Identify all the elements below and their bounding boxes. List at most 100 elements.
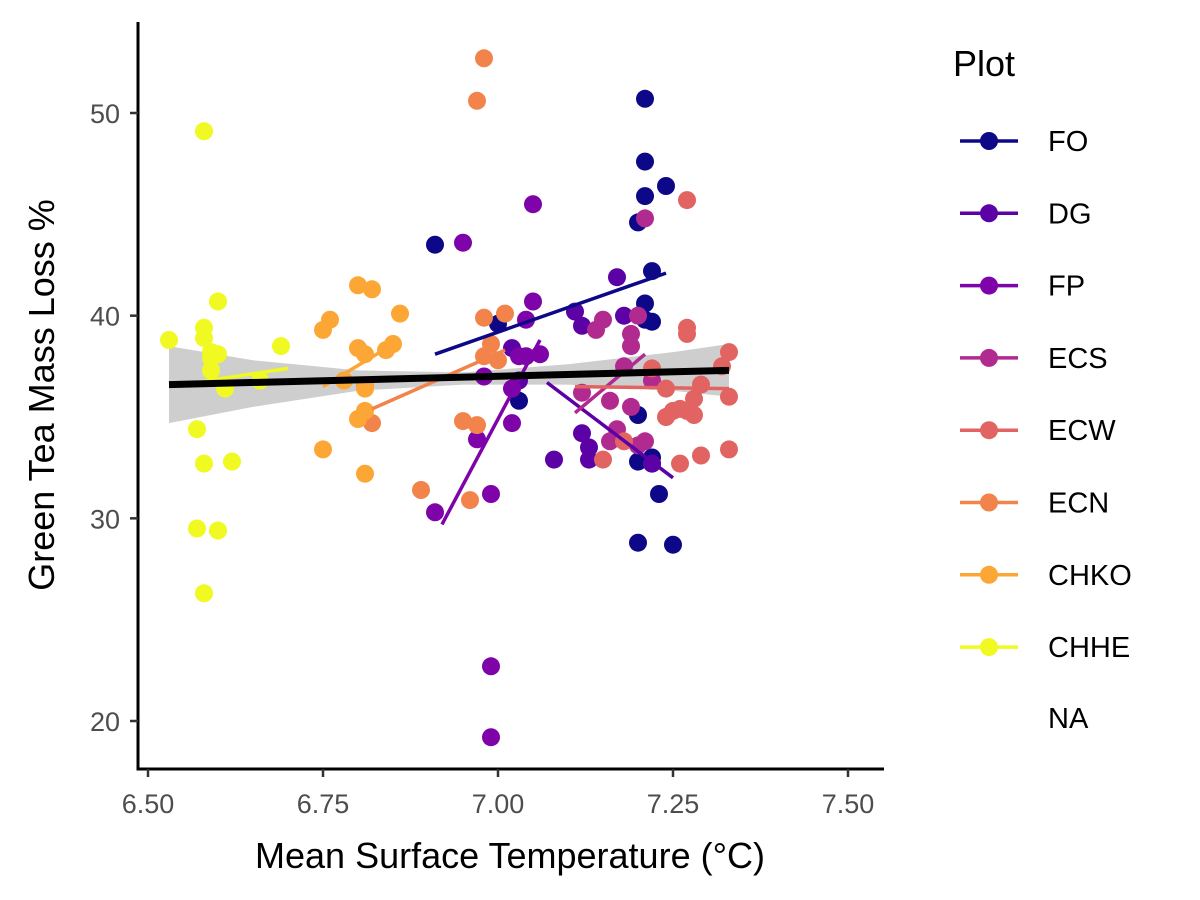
fit-line-fp bbox=[440, 339, 542, 526]
overall-fit-layer bbox=[168, 366, 730, 389]
point-chhe-8 bbox=[209, 292, 227, 311]
legend-key-point-ecw bbox=[980, 421, 998, 440]
legend-label-ecs: ECS bbox=[1048, 343, 1108, 375]
point-chhe-2 bbox=[188, 420, 206, 439]
point-chhe-11 bbox=[188, 519, 206, 538]
point-ecn-4 bbox=[454, 412, 472, 431]
point-ecn-1 bbox=[468, 91, 486, 110]
point-chko-7 bbox=[356, 379, 374, 398]
point-chhe-10 bbox=[195, 584, 213, 603]
axes-layer bbox=[136, 22, 884, 771]
point-ecs-2 bbox=[594, 310, 612, 329]
x-tick-label-2: 7.00 bbox=[472, 789, 525, 819]
legend-title: Plot bbox=[953, 43, 1015, 84]
point-chko-10 bbox=[356, 401, 374, 420]
point-fo-15 bbox=[664, 535, 682, 554]
point-ecn-0 bbox=[475, 49, 493, 68]
point-dg-5 bbox=[545, 450, 563, 469]
fit-line-dg bbox=[545, 381, 675, 480]
point-dg-4 bbox=[580, 450, 598, 469]
point-chko-1 bbox=[314, 440, 332, 459]
legend-key-point-ecs bbox=[980, 348, 998, 367]
point-dg-1 bbox=[573, 316, 591, 335]
point-fo-13 bbox=[629, 533, 647, 552]
point-ecs-14 bbox=[622, 397, 640, 416]
legend-label-chhe: CHHE bbox=[1048, 632, 1130, 664]
point-ecs-8 bbox=[629, 306, 647, 325]
point-fo-3 bbox=[636, 152, 654, 171]
point-dg-7 bbox=[615, 306, 633, 325]
point-fo-16 bbox=[650, 485, 668, 503]
point-ecw-19 bbox=[657, 408, 675, 426]
point-fo-5 bbox=[636, 187, 654, 206]
confidence-band-layer bbox=[169, 344, 729, 424]
legend-key-point-ecn bbox=[980, 493, 998, 512]
point-dg-6 bbox=[608, 268, 626, 287]
point-fp-6 bbox=[482, 728, 500, 747]
point-chhe-16 bbox=[272, 337, 290, 356]
point-chko-14 bbox=[356, 464, 374, 483]
x-tick-label-4: 7.50 bbox=[822, 789, 875, 819]
y-tick-label-2: 40 bbox=[90, 302, 120, 332]
point-dg-2 bbox=[573, 424, 591, 443]
point-fo-0 bbox=[426, 235, 444, 254]
point-ecw-14 bbox=[720, 343, 738, 362]
point-ecn-3 bbox=[412, 481, 430, 499]
x-axis-title: Mean Surface Temperature (°C) bbox=[255, 835, 765, 876]
point-fp-4 bbox=[482, 485, 500, 503]
point-ecw-12 bbox=[692, 375, 710, 394]
y-tick-label-1: 30 bbox=[90, 504, 120, 534]
point-fp-10 bbox=[524, 292, 542, 311]
point-chhe-14 bbox=[223, 452, 241, 471]
legend-items: FO DG FP ECS ECW ECN CHKO CHHE bbox=[960, 126, 1132, 664]
point-fo-4 bbox=[657, 177, 675, 195]
legend-label-fo: FO bbox=[1048, 126, 1088, 158]
point-fo-17 bbox=[629, 452, 647, 471]
point-ecn-6 bbox=[468, 416, 486, 435]
point-fp-5 bbox=[482, 657, 500, 676]
point-ecn-10 bbox=[496, 304, 514, 323]
points-layer bbox=[160, 49, 738, 747]
point-ecw-8 bbox=[678, 191, 696, 210]
point-chhe-17 bbox=[209, 345, 227, 364]
point-ecs-7 bbox=[622, 337, 640, 356]
point-ecn-5 bbox=[461, 491, 479, 510]
point-ecw-16 bbox=[720, 440, 738, 459]
fit-line-ecs bbox=[573, 352, 647, 415]
point-ecw-4 bbox=[671, 454, 689, 473]
point-fo-2 bbox=[636, 89, 654, 108]
legend-label-chko: CHKO bbox=[1048, 560, 1132, 592]
x-tick-label-0: 6.50 bbox=[122, 789, 175, 819]
y-tick-label-0: 20 bbox=[90, 707, 120, 737]
legend: Plot FO DG FP ECS ECW ECN CHKO CHHE NA bbox=[953, 43, 1132, 735]
point-ecw-7 bbox=[678, 324, 696, 343]
y-axis-title: Green Tea Mass Loss % bbox=[21, 199, 62, 591]
point-ecw-0 bbox=[594, 450, 612, 469]
legend-label-ecn: ECN bbox=[1048, 488, 1109, 520]
point-fp-11 bbox=[524, 195, 542, 214]
point-chko-13 bbox=[391, 304, 409, 323]
point-chko-4 bbox=[349, 276, 367, 295]
fit-line-ecw bbox=[574, 384, 730, 391]
legend-key-point-chhe bbox=[980, 638, 998, 657]
point-ecw-11 bbox=[692, 446, 710, 465]
point-fp-0 bbox=[426, 503, 444, 522]
legend-label-ecw: ECW bbox=[1048, 415, 1116, 447]
fit-line-fo bbox=[434, 271, 667, 356]
point-ecn-7 bbox=[475, 308, 493, 327]
overall-confidence-band bbox=[169, 344, 729, 424]
legend-label-na: NA bbox=[1048, 703, 1089, 735]
legend-label-dg: DG bbox=[1048, 198, 1092, 230]
point-fp-7 bbox=[503, 414, 521, 433]
legend-label-fp: FP bbox=[1048, 271, 1085, 303]
legend-key-point-fo bbox=[980, 132, 998, 150]
point-ecs-13 bbox=[601, 391, 619, 410]
point-chhe-4 bbox=[195, 329, 213, 347]
legend-key-point-fp bbox=[980, 276, 998, 295]
point-chhe-9 bbox=[195, 454, 213, 473]
overall-fit-line bbox=[168, 366, 730, 389]
y-tick-label-3: 50 bbox=[90, 99, 120, 129]
x-tick-label-3: 7.25 bbox=[647, 789, 700, 819]
